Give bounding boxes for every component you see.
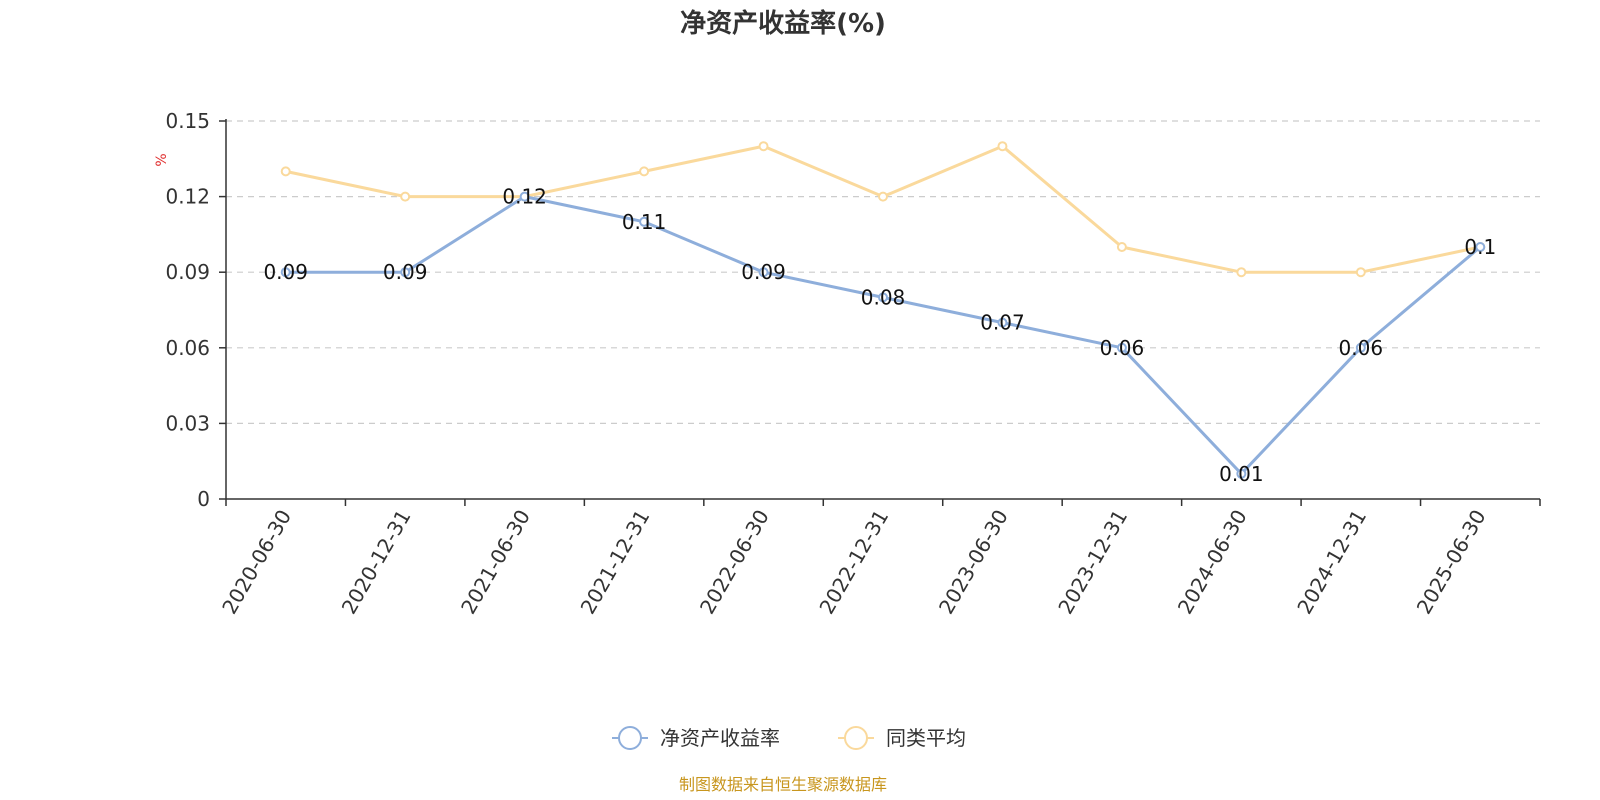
point-s0-3 [639,216,650,227]
data-label-7: 0.06 [1100,336,1145,360]
y-tick-label-3: 0.09 [165,260,210,284]
x-tick-label-9: 2024-12-31 [1292,506,1371,619]
legend-item-0: 净资产收益率 [612,726,780,750]
data-label-6: 0.07 [980,311,1025,335]
data-label-9: 0.06 [1339,336,1384,360]
point-s1-0 [280,166,291,177]
point-s0-6 [997,317,1008,328]
data-label-2: 0.12 [502,185,547,209]
x-tick-label-3: 2021-12-31 [576,506,655,619]
legend: 净资产收益率 同类平均 [612,726,966,750]
point-s1-1 [400,191,411,202]
data-label-4: 0.09 [741,260,786,284]
x-tick-label-4: 2022-06-30 [695,506,774,619]
point-s1-6 [997,141,1008,152]
data-label-0: 0.09 [263,260,308,284]
point-s0-5 [878,292,888,303]
y-tick-label-0: 0 [197,487,210,511]
data-labels: 0.09 0.09 0.12 0.11 0.09 0.08 0.07 0.06 0.01 0.06… [263,185,1496,486]
legend-marker-icon-0 [618,726,642,750]
y-tick-label-4: 0.12 [165,185,210,209]
x-tick-label-10: 2025-06-30 [1412,506,1491,619]
legend-item-1: 同类平均 [838,726,966,750]
legend-label-0: 净资产收益率 [660,726,780,750]
point-s0-8 [1236,468,1247,479]
x-tick-label-8: 2024-06-30 [1173,506,1252,619]
y-tick-label-5: 0.15 [165,109,210,133]
series-line-0 [285,195,1482,476]
y-unit-label: % [154,153,170,166]
data-label-8: 0.01 [1219,462,1264,486]
x-tick-label-2: 2021-06-30 [456,506,535,619]
y-tick-label-2: 0.06 [165,336,210,360]
data-label-3: 0.11 [622,210,667,234]
point-s1-7 [1116,242,1127,252]
point-s0-0 [280,267,291,278]
chart-title: 净资产收益率(%) [680,8,886,39]
point-s1-4 [758,141,769,152]
point-s1-5 [878,191,888,202]
x-tick-label-6: 2023-06-30 [934,506,1013,619]
point-s0-7 [1116,342,1127,353]
footer-source: 制图数据来自恒生聚源数据库 [679,775,887,794]
point-s1-3 [639,166,650,177]
series-lines [280,141,1486,479]
point-s1-8 [1236,267,1247,278]
point-s1-9 [1355,267,1366,278]
legend-label-1: 同类平均 [886,726,966,750]
point-s0-9 [1355,342,1366,353]
y-tick-label-1: 0.03 [165,411,210,435]
x-tick-label-7: 2023-12-31 [1053,506,1132,619]
point-s0-4 [758,267,769,278]
x-tick-label-1: 2020-12-31 [337,506,416,619]
data-label-5: 0.08 [861,285,906,309]
series-line-1 [285,144,1481,274]
point-s0-2 [519,191,530,202]
data-label-1: 0.09 [383,260,428,284]
legend-marker-icon-1 [844,726,868,750]
point-s0-10 [1475,242,1486,252]
data-label-10: 0.1 [1464,235,1496,259]
x-tick-label-5: 2022-12-31 [814,506,893,619]
point-s0-1 [400,267,411,278]
x-tick-label-0: 2020-06-30 [217,506,296,619]
